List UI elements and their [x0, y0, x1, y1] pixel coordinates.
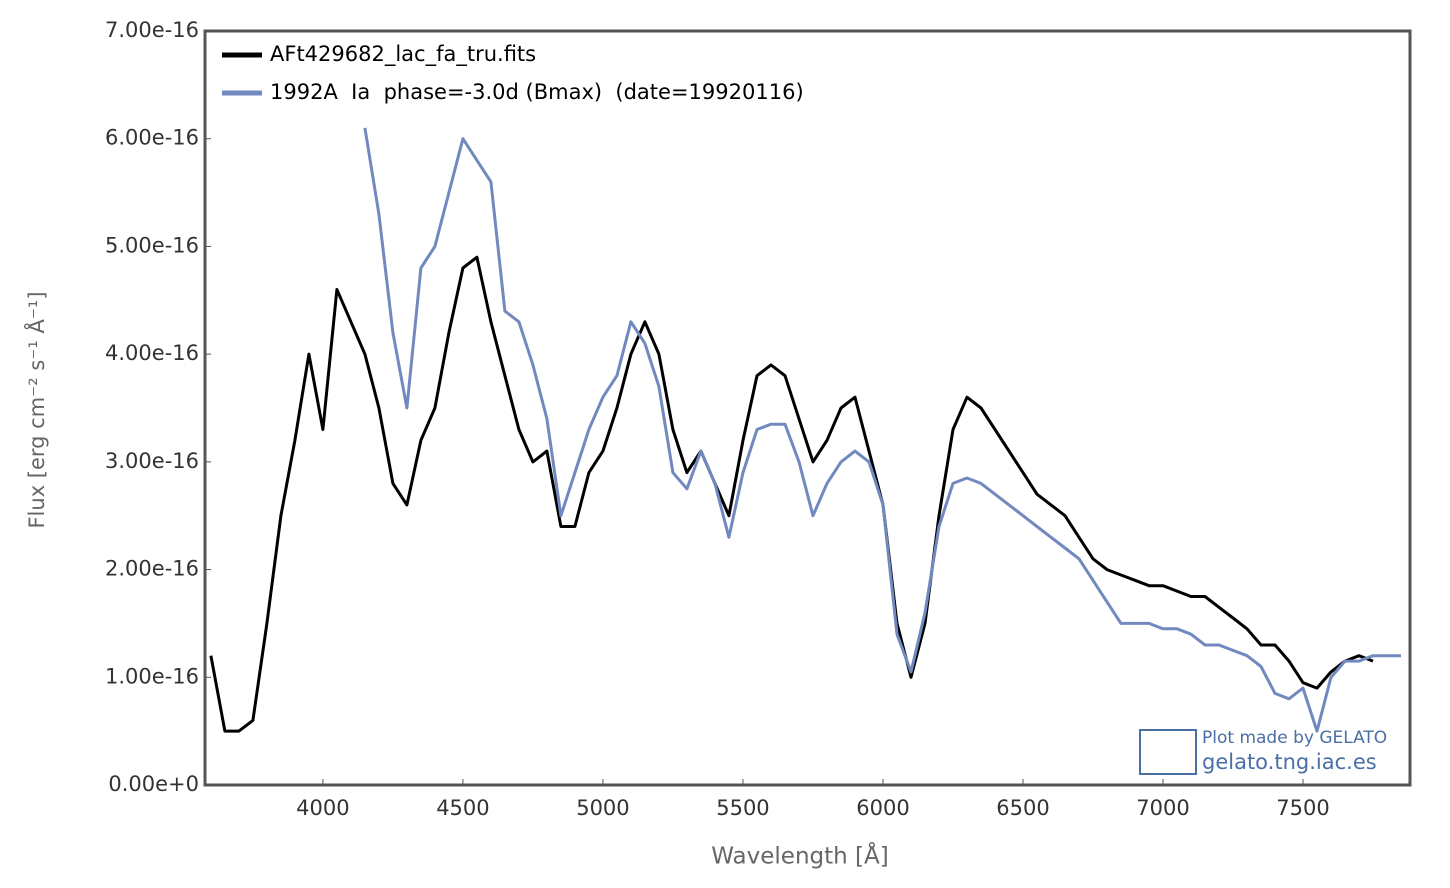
series-line [363, 127, 1401, 733]
x-tick-label: 7000 [1136, 796, 1189, 820]
x-tick-label: 5000 [576, 796, 629, 820]
series-line [209, 255, 1374, 733]
x-tick-label: 6500 [996, 796, 1049, 820]
x-tick-label: 7500 [1276, 796, 1329, 820]
x-tick-label: 4000 [296, 796, 349, 820]
y-tick-label: 1.00e-16 [105, 664, 199, 688]
x-tick-label: 6000 [856, 796, 909, 820]
y-tick-label: 0.00e+0 [108, 772, 199, 796]
y-tick-label: 3.00e-16 [105, 449, 199, 473]
annotation: gelato.tng.iac.es [1202, 750, 1377, 774]
y-tick-label: 2.00e-16 [105, 557, 199, 581]
plot-frame [203, 29, 1412, 787]
y-tick-label: 6.00e-16 [105, 126, 199, 150]
x-tick-label: 5500 [716, 796, 769, 820]
y-tick-label: 7.00e-16 [105, 18, 199, 42]
y-tick-label: 5.00e-16 [105, 233, 199, 257]
y-axis-label: Flux [erg cm⁻² s⁻¹ Å⁻¹] [23, 291, 49, 528]
logo [1139, 729, 1197, 775]
y-tick-label: 4.00e-16 [105, 341, 199, 365]
legend-label: 1992A Ia phase=-3.0d (Bmax) (date=199201… [270, 80, 804, 104]
x-axis-label: Wavelength [Å] [711, 842, 888, 870]
legend-label: AFt429682_lac_fa_tru.fits [270, 42, 536, 67]
x-tick-label: 4500 [436, 796, 489, 820]
annotation: Plot made by GELATO [1202, 728, 1387, 748]
